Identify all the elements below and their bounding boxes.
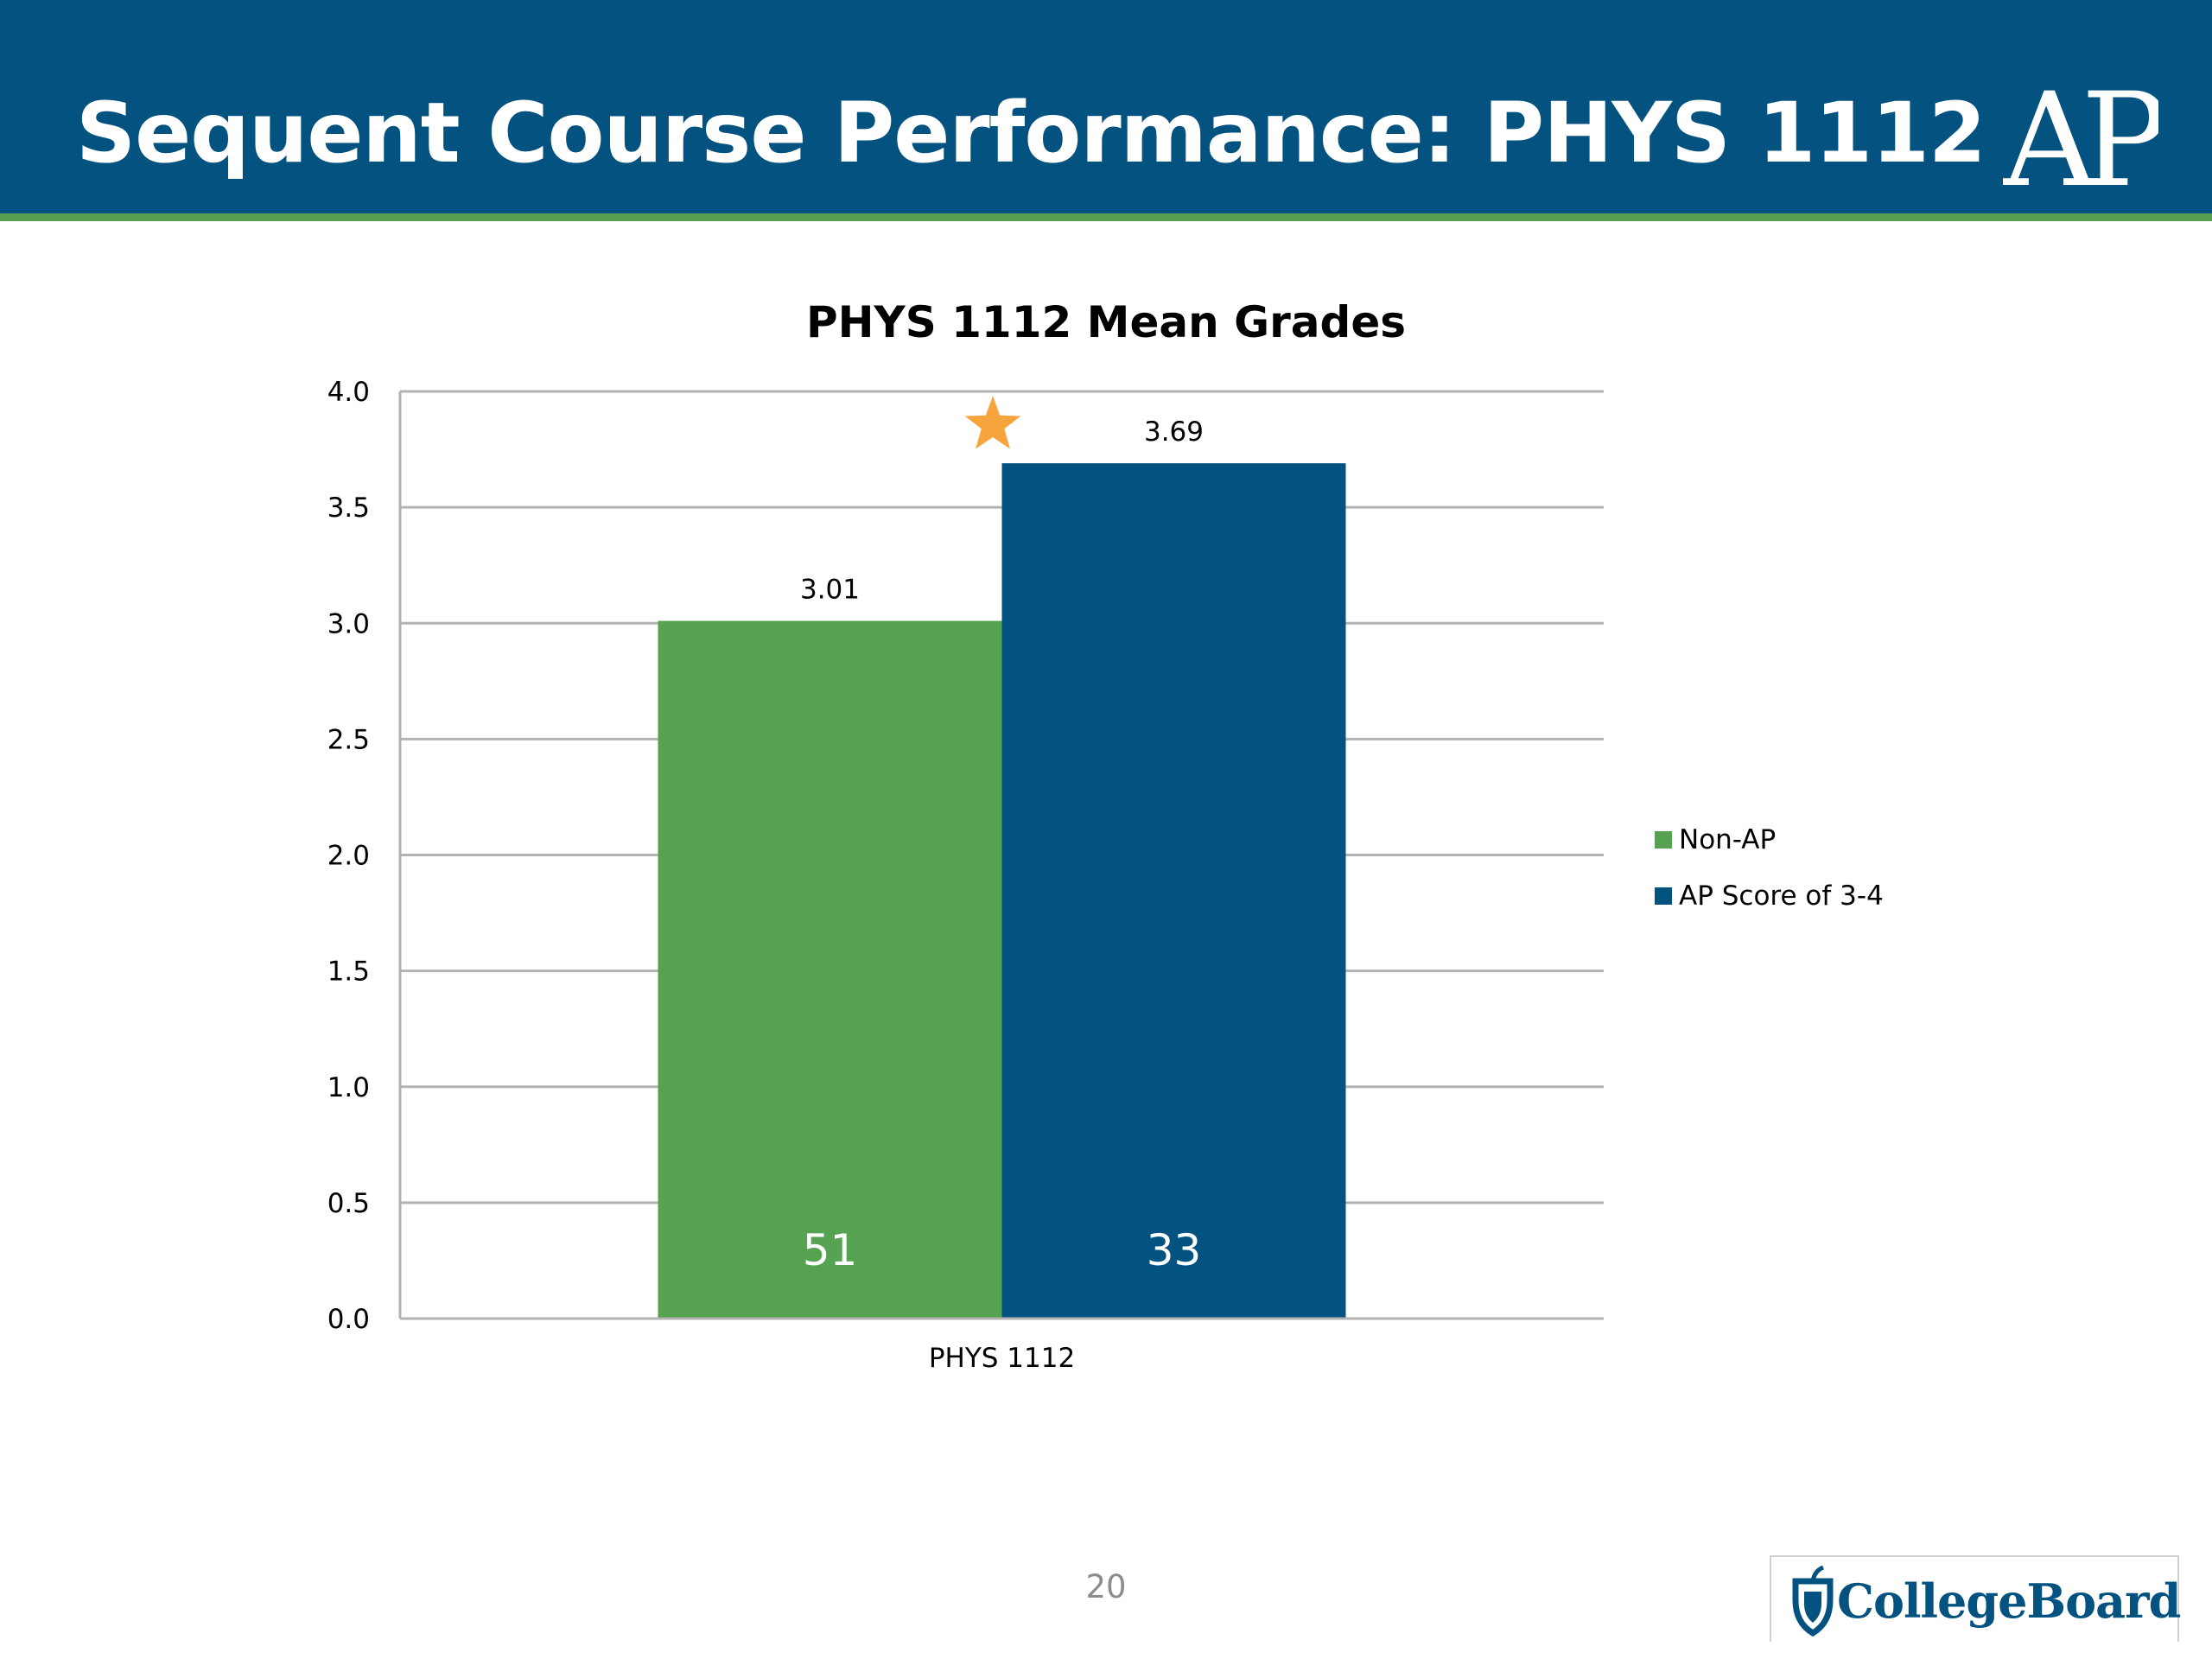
header-bar <box>0 0 2212 213</box>
legend-swatch <box>1655 831 1672 849</box>
star-icon <box>964 396 1021 449</box>
x-tick-label: PHYS 1112 <box>929 1343 1075 1374</box>
y-tick-label: 1.5 <box>327 957 370 988</box>
y-tick-label: 2.5 <box>327 724 370 755</box>
data-label: 3.01 <box>800 575 860 606</box>
collegeboard-logo-frame <box>1770 1555 2179 1642</box>
y-tick-label: 3.5 <box>327 493 370 524</box>
count-label: 51 <box>803 1225 858 1275</box>
count-label: 33 <box>1147 1225 1202 1275</box>
data-label: 3.69 <box>1144 416 1204 448</box>
legend-label: Non-AP <box>1679 824 1776 855</box>
chart-title: PHYS 1112 Mean Grades <box>806 297 1406 347</box>
y-tick-label: 1.0 <box>327 1072 370 1103</box>
y-tick-label: 0.0 <box>327 1304 370 1335</box>
ap-logo-text: AP <box>2003 76 2158 197</box>
header-accent-rule <box>0 213 2212 221</box>
ap-logo: AP <box>2003 76 2158 197</box>
legend-label: AP Score of 3-4 <box>1679 880 1884 912</box>
collegeboard-logo-text: CollegeBoard <box>1837 1573 2181 1629</box>
y-tick-label: 2.0 <box>327 841 370 872</box>
bar-chart: PHYS 1112 Mean Grades 0.0 0.5 1.0 1.5 2.0 2.5 3… <box>327 297 1884 1374</box>
slide-title: Sequent Course Performance: PHYS 1112 <box>76 85 1986 181</box>
page-number: 20 <box>1085 1568 1127 1605</box>
bar-non-ap <box>658 620 1002 1319</box>
y-tick-label: 0.5 <box>327 1188 370 1219</box>
bar-ap <box>1001 463 1346 1319</box>
acorn-shield-icon <box>1792 1565 1834 1637</box>
legend-swatch <box>1655 887 1672 905</box>
y-tick-label: 4.0 <box>327 377 370 408</box>
y-tick-label: 3.0 <box>327 608 370 639</box>
